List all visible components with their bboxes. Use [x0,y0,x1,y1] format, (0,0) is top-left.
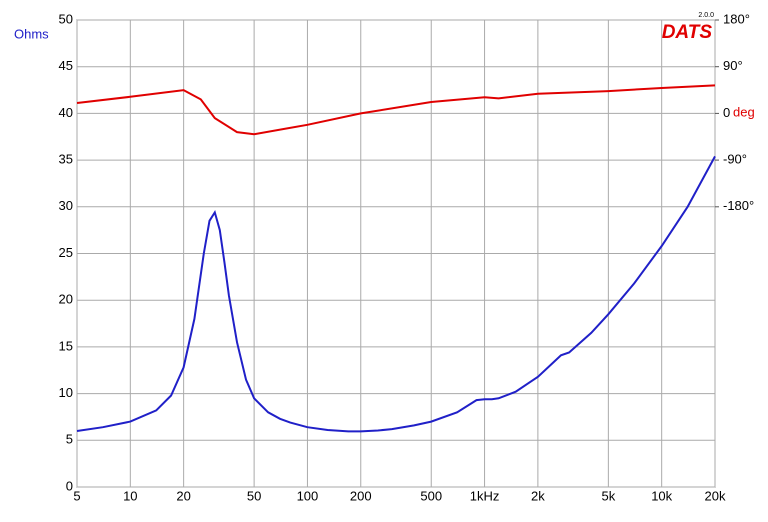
x-tick-label: 10 [123,488,137,503]
y-tick-label: 10 [59,385,73,400]
y-tick-label: 30 [59,198,73,213]
version: 2.0.0 [698,12,714,19]
y-tick-label: 25 [59,245,73,260]
x-tick-label: 50 [247,488,261,503]
y-tick-label: 5 [66,432,73,447]
y2-tick-label: -90° [723,152,747,167]
y2-tick-label: 180° [723,11,750,26]
y-tick-label: 45 [59,58,73,73]
y2-axis-label: deg [733,104,755,119]
x-tick-label: 5k [601,488,615,503]
y2-tick-label: 90° [723,58,743,73]
y2-tick-label: -180° [723,198,754,213]
x-tick-label: 100 [297,488,319,503]
x-tick-label: 200 [350,488,372,503]
x-tick-label: 2k [531,488,545,503]
x-tick-label: 20k [705,488,726,503]
y-axis-label: Ohms [14,26,49,41]
x-tick-label: 5 [73,488,80,503]
y-tick-label: 0 [66,478,73,493]
x-tick-label: 500 [420,488,442,503]
y-tick-label: 50 [59,11,73,26]
y-tick-label: 20 [59,292,73,307]
y-tick-label: 35 [59,152,73,167]
logo: DATS [662,22,713,43]
y2-tick-label: 0 [723,105,730,120]
line-series [76,155,716,433]
line-series [76,84,716,136]
y-tick-label: 40 [59,105,73,120]
x-tick-label: 20 [176,488,190,503]
x-tick-label: 1kHz [470,488,500,503]
y-tick-label: 15 [59,338,73,353]
x-tick-label: 10k [651,488,672,503]
